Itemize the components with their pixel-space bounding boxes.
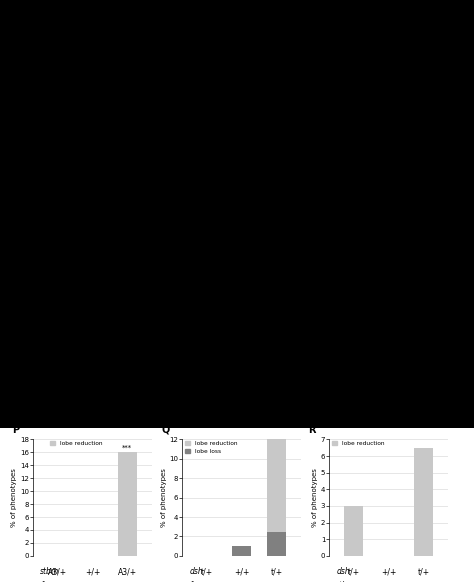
Text: fz: fz [190,581,196,582]
Legend: lobe reduction: lobe reduction [332,441,384,446]
Text: +/+: +/+ [85,567,100,576]
Y-axis label: % of phenotypes: % of phenotypes [161,468,166,527]
Text: A3/+: A3/+ [414,581,433,582]
Text: R: R [308,425,316,435]
Text: t/+: t/+ [348,567,360,576]
Legend: lobe reduction, lobe loss: lobe reduction, lobe loss [185,441,237,454]
Text: P: P [12,425,19,435]
Text: +/+: +/+ [234,567,249,576]
Text: t/+: t/+ [201,567,213,576]
Text: HS1/+: HS1/+ [264,581,289,582]
Text: t/+: t/+ [271,567,283,576]
Text: stbm: stbm [40,567,59,576]
Bar [267,430,286,531]
Y-axis label: % of phenotypes: % of phenotypes [11,468,17,527]
Text: A3/+: A3/+ [379,581,398,582]
Text: +/+: +/+ [381,567,396,576]
Text: fz: fz [40,581,47,582]
Legend: lobe reduction: lobe reduction [50,441,102,446]
Bar [414,448,433,556]
Y-axis label: % of phenotypes: % of phenotypes [312,468,318,527]
Text: HS1/+: HS1/+ [229,581,254,582]
Text: stbm: stbm [337,581,356,582]
Text: dsh: dsh [337,567,350,576]
Text: A3/+: A3/+ [48,567,67,576]
Bar [118,452,137,556]
Text: HS1/+: HS1/+ [80,581,105,582]
Bar [232,546,251,556]
Text: dsh: dsh [190,567,203,576]
Text: +/+: +/+ [346,581,362,582]
Text: HS1/+: HS1/+ [115,581,139,582]
Text: +/+: +/+ [199,581,215,582]
Bar [267,531,286,556]
Text: t/+: t/+ [418,567,429,576]
Text: A3/+: A3/+ [118,567,137,576]
Text: ***: *** [122,445,132,451]
Text: +/+: +/+ [50,581,65,582]
Bar [344,506,364,556]
Text: Q: Q [161,425,169,435]
Text: **: ** [273,422,280,428]
